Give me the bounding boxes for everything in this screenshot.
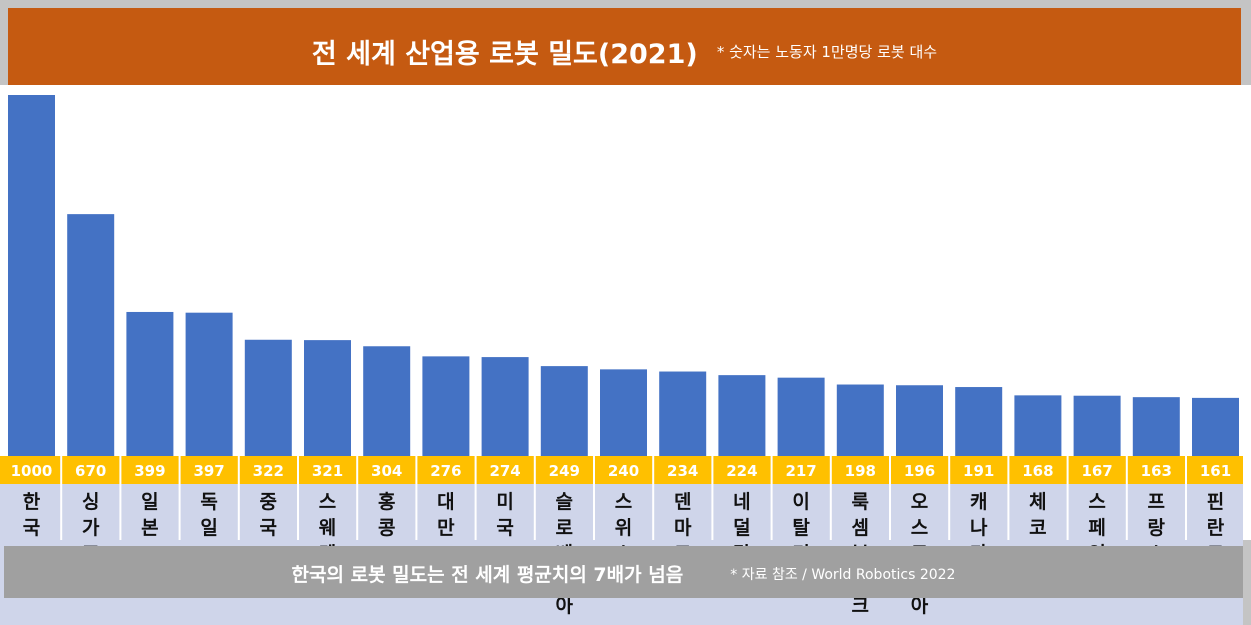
value-label-4: 322 bbox=[253, 462, 284, 480]
bar-10 bbox=[600, 369, 647, 456]
value-label-3: 397 bbox=[193, 462, 224, 480]
value-label-6: 304 bbox=[371, 462, 402, 480]
bar-18 bbox=[1073, 395, 1121, 456]
bar-4 bbox=[244, 339, 292, 456]
footer-banner: 한국의 로봇 밀도는 전 세계 평균치의 7배가 넘음 * 자료 참조 / Wo… bbox=[4, 546, 1243, 598]
value-label-14: 198 bbox=[845, 462, 876, 480]
bar-17 bbox=[1014, 395, 1062, 456]
value-label-12: 224 bbox=[726, 462, 757, 480]
value-label-15: 196 bbox=[904, 462, 935, 480]
bar-20 bbox=[1192, 397, 1239, 456]
chart-area: 1000 670 399 397 322 321 304 276 274 249 240 234 224… bbox=[0, 85, 1251, 625]
value-label-17: 168 bbox=[1022, 462, 1053, 480]
unit-note: * 숫자는 노동자 1만명당 로봇 대수 bbox=[716, 43, 938, 61]
bar-16 bbox=[955, 387, 1003, 456]
value-label-1: 670 bbox=[75, 462, 106, 480]
value-label-18: 167 bbox=[1081, 462, 1112, 480]
value-label-13: 217 bbox=[785, 462, 816, 480]
value-band bbox=[0, 456, 1243, 484]
bar-6 bbox=[363, 346, 411, 456]
bar-15 bbox=[896, 385, 943, 456]
bar-12 bbox=[718, 375, 766, 456]
bar-3 bbox=[185, 312, 233, 456]
value-label-5: 321 bbox=[312, 462, 343, 480]
bar-5 bbox=[304, 340, 351, 456]
value-label-0: 1000 bbox=[11, 462, 53, 480]
bar-9 bbox=[540, 366, 588, 456]
bar-13 bbox=[777, 377, 825, 456]
value-label-8: 274 bbox=[489, 462, 520, 480]
bar-chart: 1000 670 399 397 322 321 304 276 274 249 240 234 224… bbox=[8, 95, 1239, 540]
value-label-10: 240 bbox=[608, 462, 639, 480]
value-label-11: 234 bbox=[667, 462, 698, 480]
bar-7 bbox=[422, 356, 470, 456]
chart-title: 전 세계 산업용 로봇 밀도(2021) bbox=[311, 39, 698, 70]
bar-11 bbox=[659, 371, 707, 456]
value-label-7: 276 bbox=[430, 462, 461, 480]
bar-19 bbox=[1132, 397, 1180, 456]
value-label-16: 191 bbox=[963, 462, 994, 480]
bar-0 bbox=[8, 95, 55, 456]
title-banner: 전 세계 산업용 로봇 밀도(2021) * 숫자는 노동자 1만명당 로봇 대… bbox=[8, 8, 1241, 85]
value-label-9: 249 bbox=[549, 462, 580, 480]
bar-1 bbox=[67, 214, 115, 456]
value-label-20: 161 bbox=[1200, 462, 1231, 480]
bar-14 bbox=[836, 384, 884, 456]
value-label-19: 163 bbox=[1141, 462, 1172, 480]
value-label-2: 399 bbox=[134, 462, 165, 480]
footer-headline: 한국의 로봇 밀도는 전 세계 평균치의 7배가 넘음 bbox=[291, 564, 684, 586]
bar-2 bbox=[126, 311, 174, 456]
bar-8 bbox=[481, 357, 529, 456]
footer-source: * 자료 참조 / World Robotics 2022 bbox=[730, 566, 956, 583]
